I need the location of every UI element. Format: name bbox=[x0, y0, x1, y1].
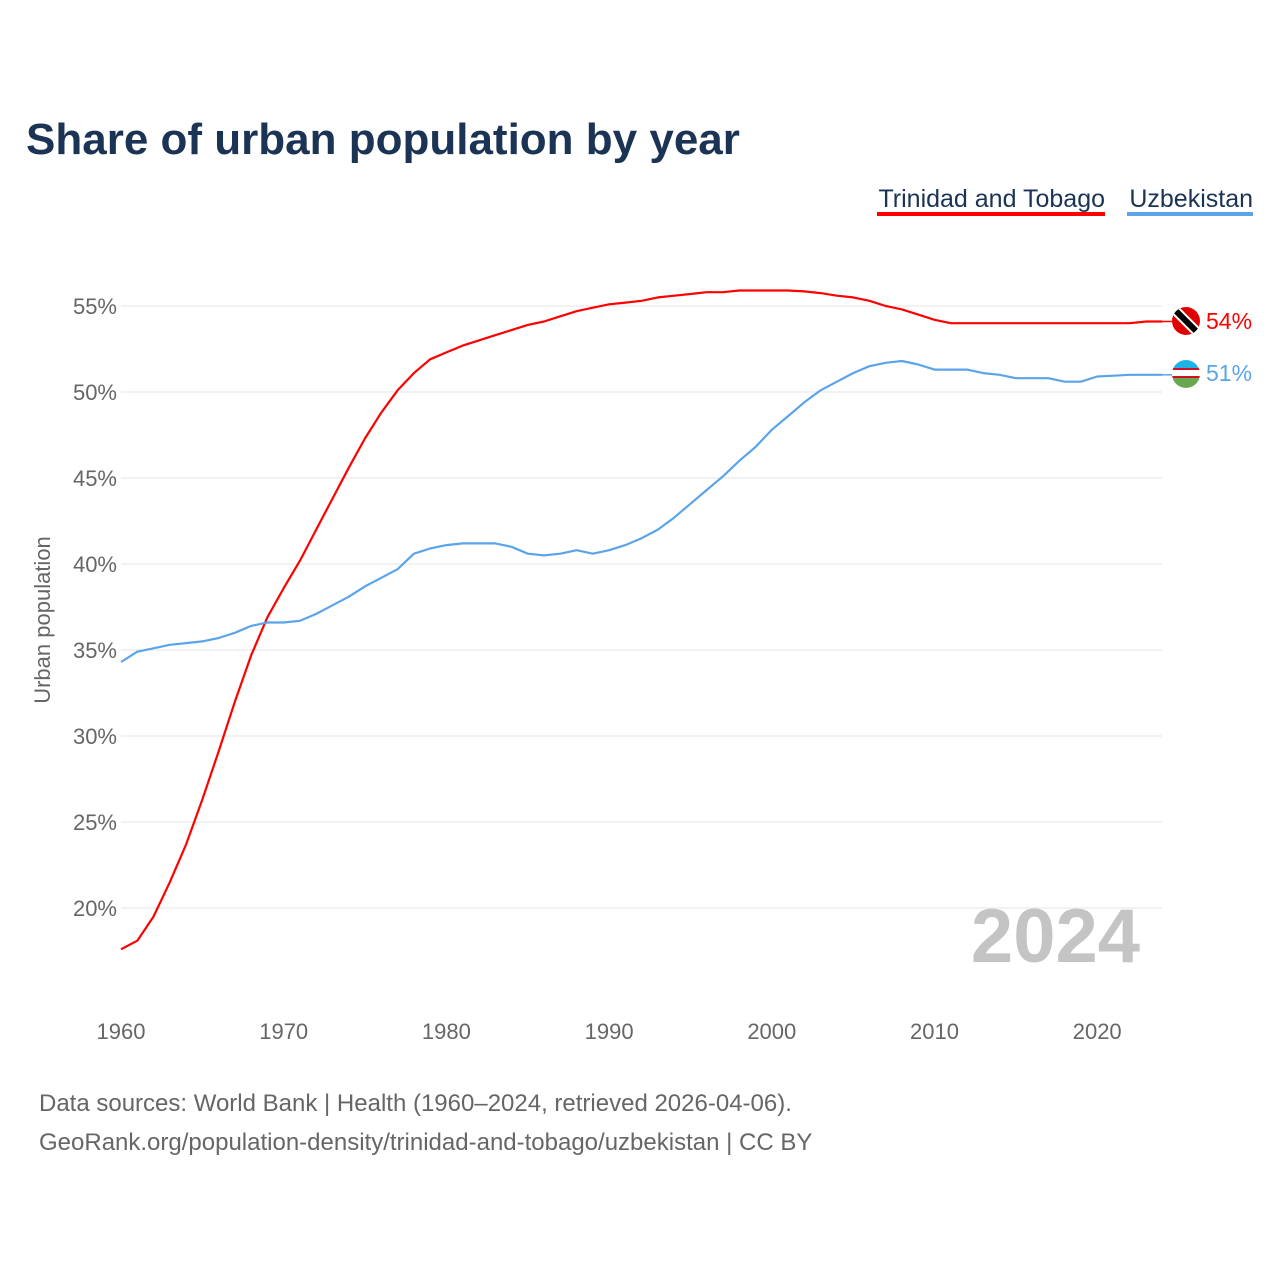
y-tick-label: 45% bbox=[73, 466, 117, 491]
footer-sources: Data sources: World Bank | Health (1960–… bbox=[39, 1090, 792, 1117]
end-value-trinidad: 54% bbox=[1206, 308, 1252, 334]
end-label-trinidad: 54% bbox=[1172, 307, 1252, 335]
y-axis-ticks: 20% 25% 30% 35% 40% 45% 50% 55% bbox=[73, 294, 117, 921]
legend-item-uzbekistan[interactable]: Uzbekistan bbox=[1127, 185, 1253, 216]
current-year-watermark: 2024 bbox=[971, 894, 1140, 979]
uzbekistan-flag-icon bbox=[1172, 360, 1200, 388]
x-tick-label: 2010 bbox=[910, 1019, 959, 1044]
y-axis-label: Urban population bbox=[30, 536, 55, 704]
chart-title: Share of urban population by year bbox=[26, 115, 740, 164]
series-lines bbox=[120, 289, 1172, 951]
series-line-trinidad-and-tobago[interactable] bbox=[120, 289, 1163, 951]
y-tick-label: 40% bbox=[73, 552, 117, 577]
legend-item-trinidad[interactable]: Trinidad and Tobago bbox=[877, 185, 1105, 216]
x-tick-label: 1970 bbox=[259, 1019, 308, 1044]
x-tick-label: 2020 bbox=[1073, 1019, 1122, 1044]
series-line-uzbekistan[interactable] bbox=[120, 359, 1163, 663]
legend-swatch-uzbekistan bbox=[1127, 212, 1253, 216]
gridlines bbox=[121, 305, 1162, 909]
y-tick-label: 25% bbox=[73, 810, 117, 835]
x-tick-label: 2000 bbox=[747, 1019, 796, 1044]
footer-url[interactable]: GeoRank.org/population-density/trinidad-… bbox=[39, 1129, 812, 1156]
x-tick-label: 1980 bbox=[422, 1019, 471, 1044]
legend-label-uzbekistan: Uzbekistan bbox=[1129, 185, 1253, 213]
x-axis-ticks: 1960 1970 1980 1990 2000 2010 2020 bbox=[97, 1019, 1122, 1044]
y-tick-label: 35% bbox=[73, 638, 117, 663]
legend-label-trinidad: Trinidad and Tobago bbox=[878, 185, 1105, 213]
legend-swatch-trinidad bbox=[877, 212, 1105, 216]
x-tick-label: 1990 bbox=[585, 1019, 634, 1044]
trinidad-flag-icon bbox=[1172, 307, 1200, 335]
x-tick-label: 1960 bbox=[97, 1019, 146, 1044]
y-tick-label: 20% bbox=[73, 896, 117, 921]
y-tick-label: 55% bbox=[73, 294, 117, 319]
end-label-uzbekistan: 51% bbox=[1172, 360, 1252, 388]
y-tick-label: 50% bbox=[73, 380, 117, 405]
legend: Trinidad and Tobago Uzbekistan bbox=[877, 185, 1253, 216]
y-tick-label: 30% bbox=[73, 724, 117, 749]
end-value-uzbekistan: 51% bbox=[1206, 360, 1252, 386]
